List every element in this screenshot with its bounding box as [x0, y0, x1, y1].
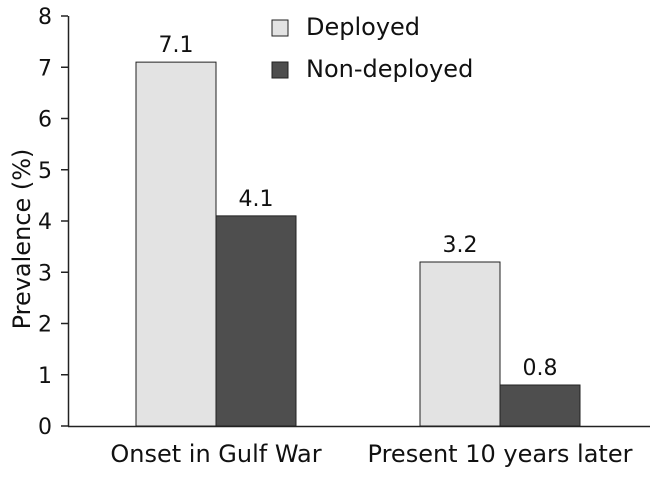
y-axis: 0 1 2 3 4 5 6 7 8: [38, 5, 70, 440]
y-tick-label: 0: [38, 415, 52, 440]
y-tick-label: 3: [38, 261, 52, 286]
bar-non-deployed: [499, 384, 581, 427]
x-category-label: Onset in Gulf War: [110, 440, 321, 468]
y-tick-label: 2: [38, 313, 52, 338]
y-tick-label: 4: [38, 210, 52, 235]
legend-swatch-non-deployed: [271, 61, 289, 79]
bar-value-label: 3.2: [443, 233, 478, 258]
bar-value-label: 4.1: [239, 187, 274, 212]
bars: [135, 61, 581, 427]
legend-swatch-deployed: [271, 19, 289, 37]
bar-value-label: 7.1: [159, 33, 194, 58]
x-axis: Onset in Gulf War Present 10 years later: [68, 425, 650, 468]
y-tick-label: 7: [38, 56, 52, 81]
y-axis-title: Prevalence (%): [8, 149, 36, 330]
data-labels: 7.1 4.1 3.2 0.8: [159, 33, 558, 381]
legend-label: Deployed: [306, 13, 420, 41]
bar-value-label: 0.8: [523, 356, 558, 381]
legend: Deployed Non-deployed: [271, 13, 473, 83]
bar-deployed: [419, 261, 501, 427]
y-tick-label: 1: [38, 364, 52, 389]
bar-non-deployed: [215, 215, 297, 427]
y-tick-label: 6: [38, 108, 52, 133]
bar-deployed: [135, 61, 217, 427]
y-tick-label: 8: [38, 5, 52, 30]
legend-label: Non-deployed: [306, 55, 473, 83]
y-tick-label: 5: [38, 159, 52, 184]
x-category-label: Present 10 years later: [368, 440, 633, 468]
